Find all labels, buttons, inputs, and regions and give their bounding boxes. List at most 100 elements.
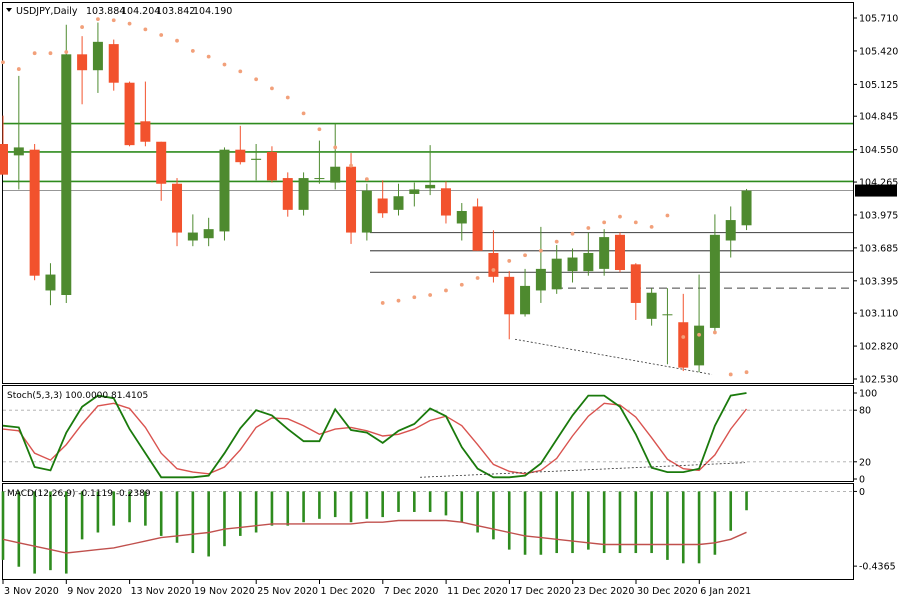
price-tick-label: 103.685 xyxy=(859,243,898,254)
macd-histogram-bar xyxy=(318,491,321,519)
macd-histogram-bar xyxy=(587,491,590,550)
macd-histogram-bar xyxy=(634,491,638,554)
macd-histogram-bar xyxy=(650,491,653,554)
date-tick-label: 17 Dec 2020 xyxy=(510,586,571,597)
bear-candle xyxy=(172,183,183,233)
sar-dot xyxy=(570,231,575,236)
macd-histogram-bar xyxy=(80,491,84,540)
macd-histogram-bar xyxy=(49,491,52,571)
macd-histogram-bar xyxy=(618,491,622,554)
price-tick-label: 105.710 xyxy=(859,14,898,25)
sar-dot xyxy=(317,127,322,132)
macd-histogram-bar xyxy=(33,491,36,574)
bear-candle xyxy=(377,198,388,214)
bear-candle xyxy=(0,144,8,175)
macd-histogram-bar xyxy=(270,491,274,526)
sar-dot xyxy=(254,77,259,82)
bull-candle xyxy=(709,234,720,328)
sar-dot xyxy=(1,60,5,65)
price-tick-label: 105.125 xyxy=(859,80,898,91)
bear-candle xyxy=(282,178,293,210)
macd-histogram-bar xyxy=(286,491,290,526)
sar-dot xyxy=(728,372,733,377)
macd-histogram-bar xyxy=(191,491,195,554)
price-panel[interactable] xyxy=(2,2,854,384)
symbol-label: USDJPY,Daily xyxy=(16,6,78,17)
sar-dot xyxy=(412,295,417,300)
price-tick-label: 102.820 xyxy=(859,342,898,353)
macd-histogram-bar xyxy=(128,491,131,523)
sar-dot xyxy=(713,330,717,335)
sar-dot xyxy=(475,276,480,280)
macd-histogram-bar xyxy=(397,491,400,512)
sar-dot xyxy=(222,62,227,67)
sar-dot xyxy=(48,51,53,56)
bear-candle xyxy=(156,141,167,184)
macd-histogram-bar xyxy=(64,491,68,574)
macd-histogram-bar xyxy=(159,491,163,536)
bear-candle xyxy=(488,252,499,277)
bull-candle xyxy=(393,196,404,210)
ohlc-low: 103.842 xyxy=(156,6,195,17)
current-price-label: 104.190 xyxy=(858,186,897,197)
date-tick-label: 3 Nov 2020 xyxy=(4,586,59,597)
macd-tick-label: -0.4365 xyxy=(859,562,896,573)
macd-histogram-bar xyxy=(681,491,685,564)
sar-dot xyxy=(127,21,132,26)
date-tick-label: 7 Dec 2020 xyxy=(384,586,439,597)
bull-candle xyxy=(694,325,705,366)
bear-candle xyxy=(266,151,277,181)
collapse-triangle-icon[interactable] xyxy=(6,8,12,12)
macd-signal-line xyxy=(2,519,747,554)
stoch-layer xyxy=(2,392,853,479)
price-tick-label: 102.530 xyxy=(859,375,898,386)
bull-candle xyxy=(583,252,594,272)
ohlc-close: 104.190 xyxy=(193,6,232,17)
stoch-tick-label: 100 xyxy=(859,389,877,400)
stoch-tick-label: 0 xyxy=(859,475,865,486)
stoch-panel[interactable] xyxy=(2,385,854,482)
macd-histogram-bar xyxy=(239,491,242,536)
bull-candle xyxy=(646,292,657,319)
sar-dot xyxy=(285,95,290,100)
bull-candle xyxy=(251,158,262,160)
macd-histogram-bar xyxy=(112,491,116,526)
price-tick-label: 103.975 xyxy=(859,210,898,221)
macd-histogram-bar xyxy=(745,491,748,511)
stoch-tick-label: 20 xyxy=(859,457,871,468)
macd-histogram-bar xyxy=(223,491,226,547)
axis-layer: 105.710 105.420 105.125 104.845 104.550 104.2… xyxy=(2,14,898,597)
bear-candle xyxy=(678,322,689,368)
sar-dot xyxy=(649,224,654,229)
trend-line xyxy=(514,338,713,375)
bear-candle xyxy=(29,149,40,276)
stoch-signal-line xyxy=(2,402,748,475)
sar-dot xyxy=(491,268,496,272)
bear-candle xyxy=(124,82,135,146)
macd-histogram-bar xyxy=(476,491,479,533)
sar-dot xyxy=(380,301,385,305)
sar-dot xyxy=(364,177,369,182)
macd-histogram-bar xyxy=(413,491,416,512)
bull-candle xyxy=(13,147,24,156)
bull-candle xyxy=(535,268,546,291)
ohlc-open: 103.884 xyxy=(86,6,125,17)
sar-dot xyxy=(602,220,607,225)
bear-candle xyxy=(108,44,119,83)
date-tick-label: 30 Dec 2020 xyxy=(637,586,698,597)
sar-dot xyxy=(190,49,195,53)
chart-header: USDJPY,Daily 103.884 104.204 103.842 104… xyxy=(6,6,232,17)
macd-tick-label: 0 xyxy=(859,487,865,498)
date-tick-label: 1 Dec 2020 xyxy=(321,586,376,597)
price-layer xyxy=(0,17,853,377)
price-tick-label: 104.845 xyxy=(859,112,898,123)
macd-histogram-bar xyxy=(539,491,543,555)
date-tick-label: 23 Dec 2020 xyxy=(574,586,635,597)
date-tick-label: 25 Nov 2020 xyxy=(257,586,318,597)
bull-candle xyxy=(45,274,56,291)
current-price-badge xyxy=(855,184,897,197)
macd-histogram-bar xyxy=(333,491,337,518)
date-tick-label: 9 Nov 2020 xyxy=(67,586,122,597)
bear-candle xyxy=(614,234,625,271)
